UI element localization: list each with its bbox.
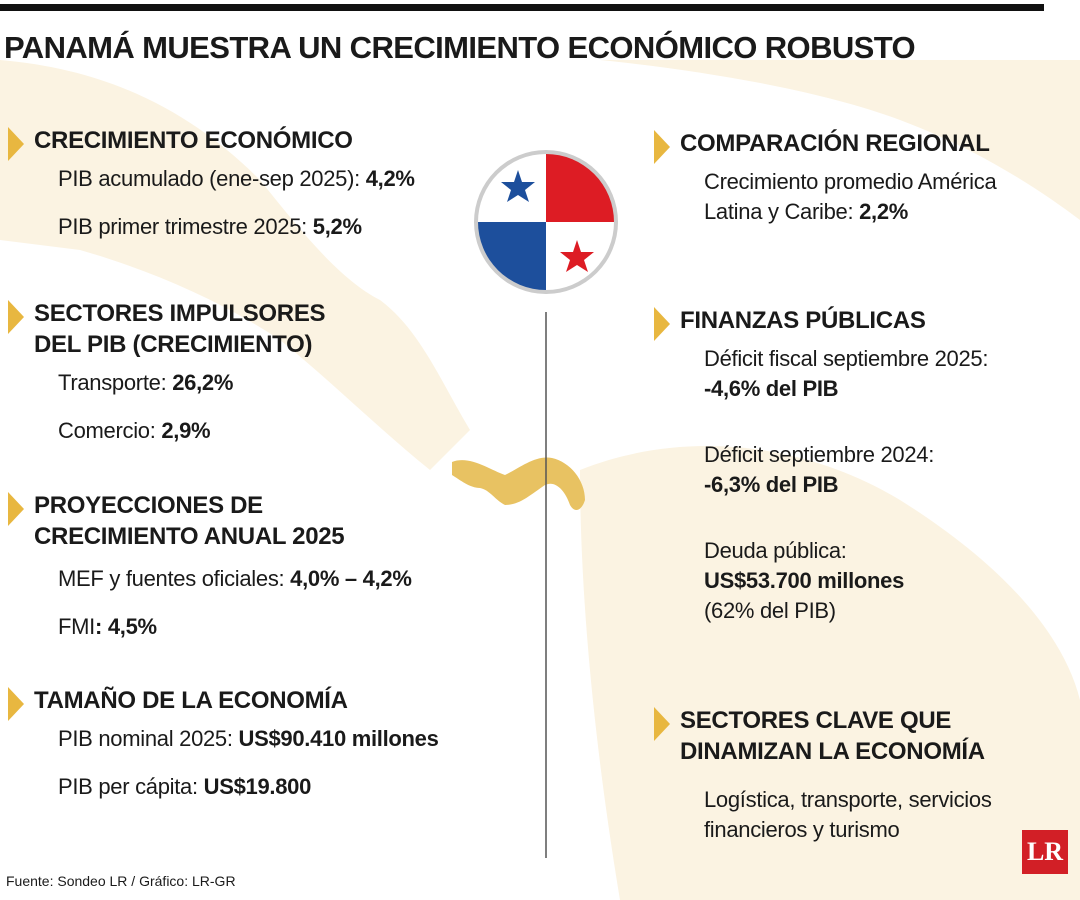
item-value: 26,2% — [172, 370, 234, 395]
item-label: PIB nominal 2025: — [58, 726, 239, 751]
item-value: US$90.410 millones — [238, 726, 439, 751]
heading-line: FINANZAS PÚBLICAS — [680, 307, 926, 334]
section-heading: COMPARACIÓN REGIONAL — [654, 128, 1014, 164]
section-heading: CRECIMIENTO ECONÓMICO — [8, 125, 415, 161]
marker — [8, 492, 24, 526]
item: PIB per cápita: US$19.800 — [8, 772, 439, 802]
heading-line: SECTORES CLAVE QUE — [680, 707, 952, 734]
item: MEF y fuentes oficiales: 4,0% – 4,2% — [8, 564, 412, 594]
section: SECTORES IMPULSORES DEL PIB (CRECIMIENTO)… — [8, 298, 326, 464]
heading-line: TAMAÑO DE LA ECONOMÍA — [34, 687, 348, 714]
section-heading: SECTORES CLAVE QUE DINAMIZAN LA ECONOMÍA — [654, 705, 1004, 767]
land — [580, 446, 1080, 900]
item: Crecimiento promedio América Latina y Ca… — [654, 167, 1014, 227]
item: PIB acumulado (ene-sep 2025): 4,2% — [8, 164, 415, 194]
item-value: US$19.800 — [203, 774, 312, 799]
land — [0, 60, 470, 470]
section-heading: TAMAÑO DE LA ECONOMÍA — [8, 685, 439, 721]
heading-line: DEL PIB (CRECIMIENTO) — [34, 331, 313, 358]
panama-flag — [474, 150, 618, 294]
land — [600, 60, 1080, 220]
item-label: Logística, transporte, servicios financi… — [704, 787, 992, 842]
item: Comercio: 2,9% — [8, 416, 325, 446]
item-label: FMI — [58, 614, 95, 639]
item-value: 4,0% – 4,2% — [290, 566, 412, 591]
top-bar — [0, 4, 1044, 11]
heading-line: DINAMIZAN LA ECONOMÍA — [680, 738, 985, 765]
item-value: 2,2% — [859, 199, 909, 224]
marker — [654, 130, 670, 164]
item-value: 4,2% — [365, 166, 415, 191]
section: CRECIMIENTO ECONÓMICO PIB acumulado (ene-… — [8, 125, 415, 260]
item-note: (62% del PIB) — [704, 598, 836, 623]
item-label: Déficit fiscal septiembre 2025: — [704, 346, 989, 371]
item-label: PIB per cápita: — [58, 774, 204, 799]
item: Transporte: 26,2% — [8, 368, 325, 398]
item-label: Transporte: — [58, 370, 173, 395]
item: Déficit fiscal septiembre 2025: -4,6% del… — [654, 344, 1014, 404]
item-value: 2,9% — [161, 418, 211, 443]
logo: LR — [1022, 830, 1068, 874]
section-heading: FINANZAS PÚBLICAS — [654, 305, 1014, 341]
item-label: Comercio: — [58, 418, 162, 443]
item-label: Deuda pública: — [704, 538, 847, 563]
section: TAMAÑO DE LA ECONOMÍA PIB nominal 2025: U… — [8, 685, 439, 820]
section: SECTORES CLAVE QUE DINAMIZAN LA ECONOMÍA L… — [654, 705, 1004, 845]
item-value: -4,6% del PIB — [704, 376, 839, 401]
item-label: MEF y fuentes oficiales: — [58, 566, 291, 591]
item-value: 5,2% — [312, 214, 362, 239]
heading-line: SECTORES IMPULSORES — [34, 300, 326, 327]
panama-map — [452, 457, 585, 511]
heading-line: PROYECCIONES DE — [34, 492, 263, 519]
heading-line: COMPARACIÓN REGIONAL — [680, 130, 990, 157]
item: FMI: 4,5% — [8, 612, 412, 642]
marker — [654, 707, 670, 741]
item-value: -6,3% del PIB — [704, 472, 839, 497]
item: PIB nominal 2025: US$90.410 millones — [8, 724, 439, 754]
section: FINANZAS PÚBLICAS Déficit fiscal septiemb… — [654, 305, 1014, 626]
section-heading: SECTORES IMPULSORES DEL PIB (CRECIMIENTO) — [8, 298, 326, 360]
item-value: US$53.700 millones — [704, 568, 905, 593]
source: Fuente: Sondeo LR / Gráfico: LR-GR — [6, 873, 236, 889]
section-heading: PROYECCIONES DE CRECIMIENTO ANUAL 2025 — [8, 490, 412, 552]
title: PANAMÁ MUESTRA UN CRECIMIENTO ECONÓMICO … — [4, 30, 916, 65]
section: PROYECCIONES DE CRECIMIENTO ANUAL 2025 MEF… — [8, 490, 412, 660]
item: PIB primer trimestre 2025: 5,2% — [8, 212, 415, 242]
item: Logística, transporte, servicios financi… — [654, 785, 1004, 845]
marker — [8, 300, 24, 334]
item: Déficit septiembre 2024: -6,3% del PIB — [654, 440, 1014, 500]
marker — [654, 307, 670, 341]
item-label: PIB primer trimestre 2025: — [58, 214, 313, 239]
item-value: : 4,5% — [94, 614, 157, 639]
item: Deuda pública: US$53.700 millones (62% del… — [654, 536, 1014, 626]
section: COMPARACIÓN REGIONAL Crecimiento promedio… — [654, 128, 1014, 227]
heading-line: CRECIMIENTO ANUAL 2025 — [34, 523, 345, 550]
item-label: PIB acumulado (ene-sep 2025): — [58, 166, 366, 191]
item-label: Crecimiento promedio América Latina y Ca… — [704, 169, 997, 224]
item-label: Déficit septiembre 2024: — [704, 442, 935, 467]
marker — [8, 687, 24, 721]
marker — [8, 127, 24, 161]
heading-line: CRECIMIENTO ECONÓMICO — [34, 127, 353, 154]
